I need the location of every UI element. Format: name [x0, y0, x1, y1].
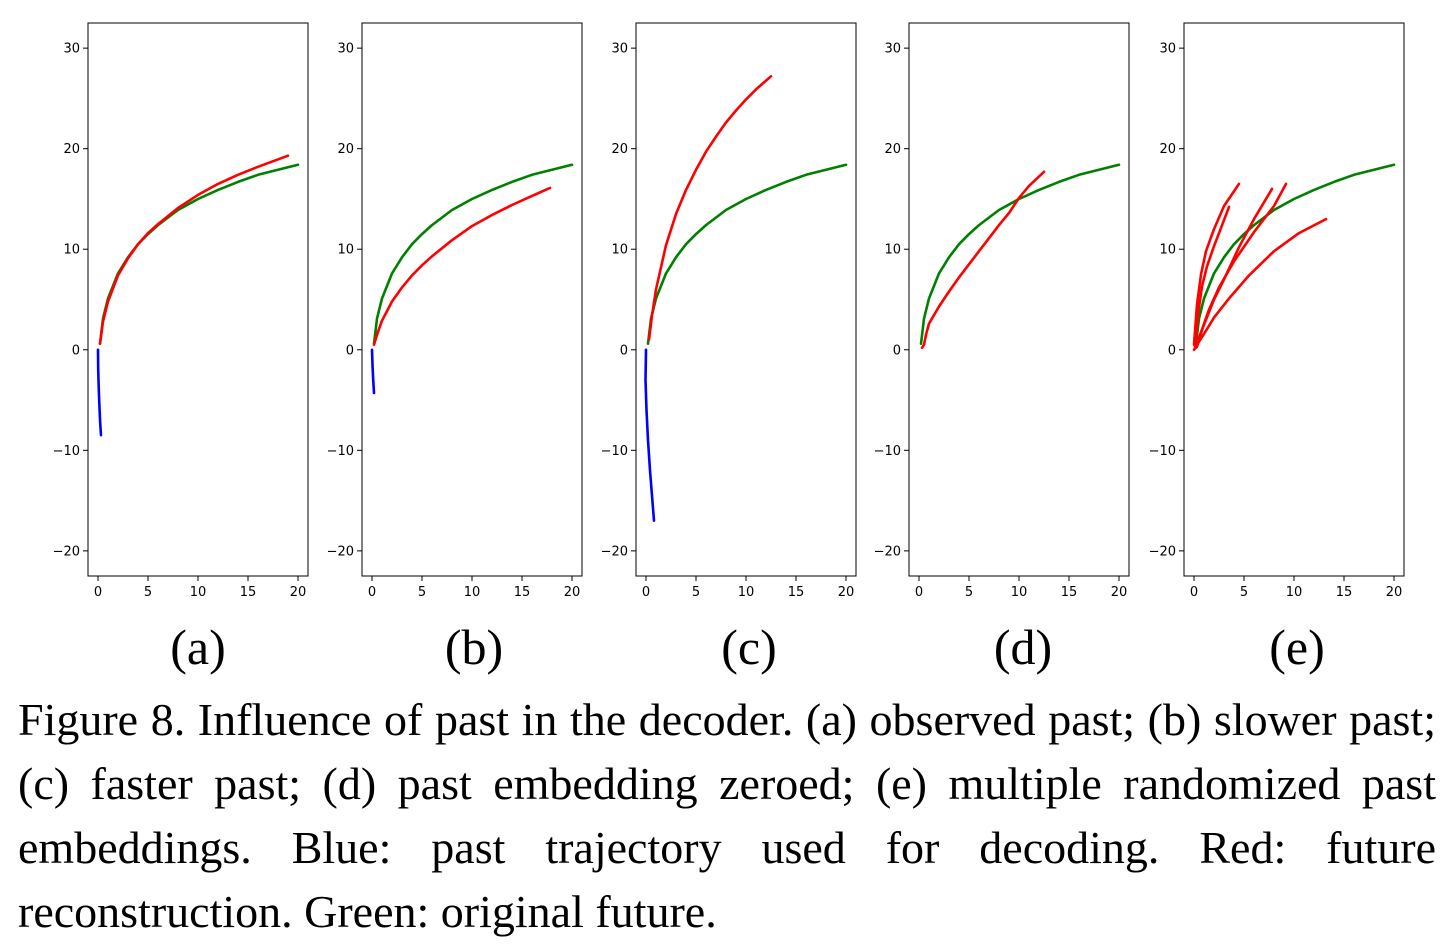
- y-tick-label: 20: [884, 142, 901, 157]
- y-tick-label: 20: [1159, 142, 1176, 157]
- panel-label-c: (c): [721, 619, 777, 675]
- panel-label-a: (a): [170, 619, 226, 675]
- red-trajectory-line: [98, 154, 290, 346]
- green-trajectory-line: [372, 163, 574, 346]
- panel-1: 0 5 10 15 20 −20 −10 0 10 20 30: [53, 22, 309, 600]
- x-tick-label: 10: [464, 585, 481, 600]
- x-tick-label: 5: [1240, 585, 1248, 600]
- axes-frame: [87, 22, 309, 577]
- y-tick-label: 10: [337, 243, 354, 258]
- panel-4: 0 5 10 15 20 −20 −10 0 10 20 30: [874, 22, 1130, 600]
- x-tick-label: 0: [94, 585, 102, 600]
- y-tick-label: 30: [337, 42, 354, 57]
- axes-frame: [1183, 22, 1405, 577]
- x-tick-label: 20: [1111, 585, 1128, 600]
- y-tick-label: −20: [874, 544, 901, 559]
- x-tick-label: 0: [642, 585, 650, 600]
- axes-frame: [908, 22, 1130, 577]
- y-tick-label: −10: [1149, 444, 1176, 459]
- blue-trajectory-line: [96, 348, 103, 437]
- x-tick-label: 5: [144, 585, 152, 600]
- x-tick-label: 5: [965, 585, 973, 600]
- y-tick-label: −10: [874, 444, 901, 459]
- y-tick-label: 30: [884, 42, 901, 57]
- y-tick-label: 0: [620, 343, 628, 358]
- y-tick-label: 0: [346, 343, 354, 358]
- red-trajectory-line: [1192, 217, 1328, 352]
- y-tick-label: 10: [611, 243, 628, 258]
- x-tick-label: 0: [1190, 585, 1198, 600]
- x-tick-label: 20: [838, 585, 855, 600]
- x-tick-label: 15: [788, 585, 805, 600]
- y-tick-label: 0: [893, 343, 901, 358]
- red-trajectory-line: [920, 170, 1046, 350]
- panel-2: 0 5 10 15 20 −20 −10 0 10 20 30: [327, 22, 583, 600]
- green-trajectory-line: [646, 163, 848, 346]
- x-tick-label: 10: [738, 585, 755, 600]
- y-tick-label: −10: [327, 444, 354, 459]
- y-tick-label: −20: [601, 544, 628, 559]
- x-tick-label: 15: [1061, 585, 1078, 600]
- y-tick-label: −20: [327, 544, 354, 559]
- x-tick-label: 15: [1336, 585, 1353, 600]
- x-tick-label: 0: [915, 585, 923, 600]
- red-trajectory-line: [1193, 205, 1231, 349]
- panel-label-e: (e): [1269, 619, 1325, 675]
- x-tick-label: 5: [418, 585, 426, 600]
- y-tick-label: 10: [1159, 243, 1176, 258]
- y-tick-label: −10: [53, 444, 80, 459]
- y-tick-label: 30: [1159, 42, 1176, 57]
- y-tick-label: −20: [1149, 544, 1176, 559]
- panel-5: 0 5 10 15 20 −20 −10 0 10 20 30: [1149, 22, 1405, 600]
- x-tick-label: 5: [692, 585, 700, 600]
- red-trajectory-line: [1192, 182, 1241, 347]
- y-tick-label: 0: [72, 343, 80, 358]
- x-tick-label: 20: [564, 585, 581, 600]
- x-tick-label: 10: [1011, 585, 1028, 600]
- y-tick-label: 30: [611, 42, 628, 57]
- panel-label-d: (d): [993, 619, 1053, 675]
- y-tick-label: 30: [63, 42, 80, 57]
- y-tick-label: 10: [884, 243, 901, 258]
- green-trajectory-line: [919, 163, 1121, 346]
- green-trajectory-line: [1194, 163, 1396, 346]
- y-tick-label: 20: [611, 142, 628, 157]
- y-tick-label: 10: [63, 243, 80, 258]
- red-trajectory-line: [647, 75, 773, 342]
- y-tick-label: 0: [1168, 343, 1176, 358]
- y-tick-label: 20: [337, 142, 354, 157]
- figure-caption: Figure 8. Influence of past in the decod…: [18, 694, 1436, 937]
- x-tick-label: 15: [514, 585, 531, 600]
- panel-label-b: (b): [444, 619, 504, 675]
- red-trajectory-line: [372, 186, 552, 347]
- y-tick-label: −10: [601, 444, 628, 459]
- red-trajectory-line: [1195, 182, 1288, 349]
- x-tick-label: 20: [1386, 585, 1403, 600]
- panel-3: 0 5 10 15 20 −20 −10 0 10 20 30: [601, 22, 857, 600]
- blue-trajectory-line: [644, 348, 656, 523]
- y-tick-label: −20: [53, 544, 80, 559]
- figure-plots: 0 5 10 15 20 −20 −10 0 10 20 30 0 5 10 15 20 −20 −10 0 10 20…: [53, 22, 1405, 600]
- x-tick-label: 0: [368, 585, 376, 600]
- x-tick-label: 15: [240, 585, 257, 600]
- axes-frame: [635, 22, 857, 577]
- x-tick-label: 10: [1286, 585, 1303, 600]
- x-tick-label: 20: [290, 585, 307, 600]
- x-tick-label: 10: [190, 585, 207, 600]
- y-tick-label: 20: [63, 142, 80, 157]
- blue-trajectory-line: [370, 348, 376, 395]
